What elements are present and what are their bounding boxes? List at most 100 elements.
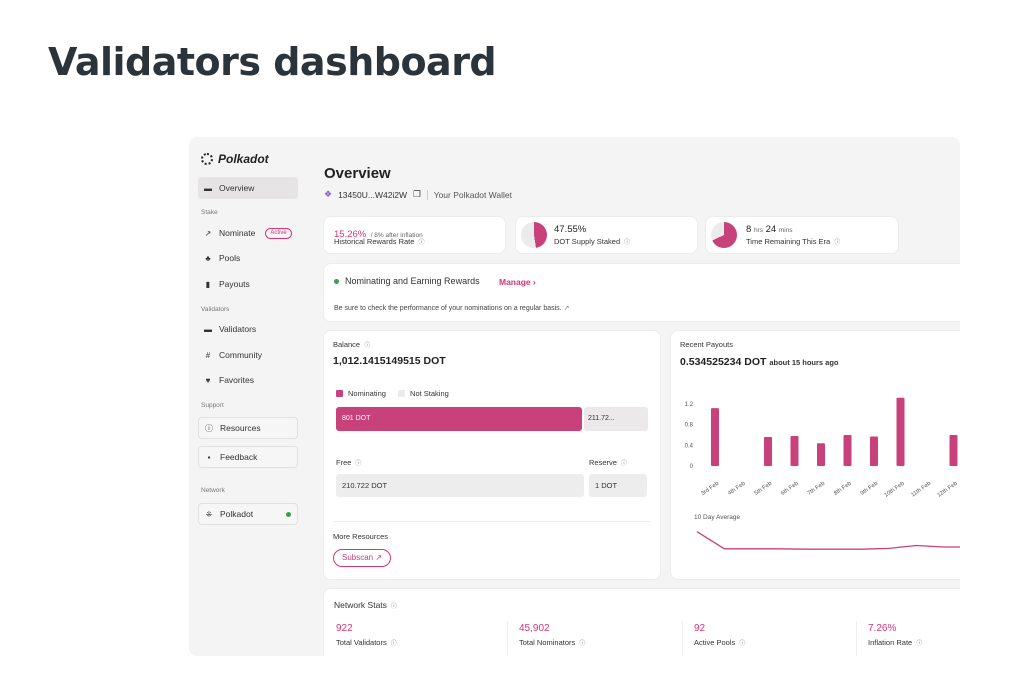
rewards-rate-sub: / 8% after inflation <box>370 232 423 239</box>
x-tick-label: 11th Feb <box>910 481 932 499</box>
payout-bar <box>817 443 825 466</box>
x-tick-label: 12th Feb <box>936 481 958 499</box>
list-icon: ▬ <box>204 324 212 334</box>
sidebar-item-payouts[interactable]: ▮ Payouts <box>198 273 298 295</box>
payout-bar <box>896 397 905 466</box>
not-staking-bar: 211.72... <box>584 407 648 431</box>
stat-label: Total Validators <box>336 638 387 647</box>
info-icon: ⓘ <box>205 423 213 433</box>
divider <box>856 621 857 656</box>
banner-note: Be sure to check the performance of your… <box>334 304 569 312</box>
ten-day-average-label: 10 Day Average <box>694 514 741 521</box>
y-tick-label: 0 <box>690 464 694 470</box>
network-selector[interactable]: ⁜ Polkadot <box>198 503 298 525</box>
people-icon: ♣ <box>205 253 211 263</box>
copy-icon[interactable]: ❐ <box>413 189 421 199</box>
chevron-right-icon: › <box>533 277 536 287</box>
payouts-bar-chart: 0 0.4 0.8 1.2 3rd Feb 4th Feb 5th Feb 6th Feb 7t… <box>685 397 959 499</box>
info-icon[interactable]: ⓘ <box>390 641 397 647</box>
info-icon[interactable]: ⓘ <box>620 461 627 467</box>
x-tick-label: 9th Feb <box>860 481 880 497</box>
stat-inflation-rate: 7.26% Inflation Rate ⓘ <box>868 623 922 647</box>
rewards-rate-card: 15.26% / 8% after inflation Historical R… <box>324 217 505 253</box>
account-address: 13450U...W42i2W <box>338 189 408 200</box>
bar-chart-icon: ▮ <box>205 279 211 289</box>
nominating-bar: 801 DOT <box>336 407 582 431</box>
info-icon[interactable]: ⓘ <box>390 604 397 610</box>
nomination-status: Nominating and Earning Rewards <box>334 276 480 286</box>
identicon-icon: ❖ <box>324 189 333 199</box>
payout-bar <box>870 436 878 466</box>
sidebar-item-label: Overview <box>219 183 255 193</box>
x-tick-label: 4th Feb <box>727 481 747 497</box>
sidebar-item-community[interactable]: # Community <box>198 344 298 366</box>
more-resources-label: More Resources <box>333 532 389 541</box>
manage-label: Manage <box>499 277 531 287</box>
stat-value: 92 <box>694 623 706 634</box>
nomination-status-banner: Nominating and Earning Rewards Manage › … <box>324 264 960 321</box>
sidebar-item-feedback[interactable]: ▪ Feedback <box>198 446 298 468</box>
balance-label: Balance <box>333 340 361 349</box>
app-logo[interactable]: Polkadot <box>201 152 269 166</box>
payout-bar <box>790 436 799 466</box>
info-icon[interactable]: ⓘ <box>364 343 371 349</box>
sidebar-item-resources[interactable]: ⓘ Resources <box>198 417 298 439</box>
external-link-icon[interactable]: ↗ <box>563 305 570 312</box>
rewards-rate-label: Historical Rewards Rate <box>334 237 415 246</box>
balance-legend: Nominating Not Staking <box>336 389 449 398</box>
sidebar-item-favorites[interactable]: ♥ Favorites <box>198 369 298 391</box>
payout-bar <box>843 434 852 466</box>
info-icon[interactable]: ⓘ <box>916 641 923 647</box>
stat-label: Inflation Rate <box>868 638 913 647</box>
sidebar: Polkadot ▬ Overview Stake ↗ Nominate Act… <box>189 137 309 656</box>
sidebar-item-nominate[interactable]: ↗ Nominate Active <box>198 222 298 244</box>
section-stake: Stake <box>201 209 218 216</box>
banner-note-text: Be sure to check the performance of your… <box>334 305 562 312</box>
info-icon[interactable]: ⓘ <box>624 240 631 246</box>
x-tick-label: 5th Feb <box>754 481 774 497</box>
nomination-status-text: Nominating and Earning Rewards <box>345 276 480 286</box>
supply-staked-card: 47.55% DOT Supply Staked ⓘ <box>516 217 697 253</box>
overview-title: Overview <box>324 165 391 182</box>
info-icon[interactable]: ⓘ <box>739 641 746 647</box>
stat-label: Active Pools <box>694 638 736 647</box>
sidebar-item-overview[interactable]: ▬ Overview <box>198 177 298 199</box>
recent-payout-row: 0.534525234 DOT about 15 hours ago <box>680 356 839 368</box>
app-screenshot: Polkadot ▬ Overview Stake ↗ Nominate Act… <box>189 137 960 656</box>
sidebar-item-label: Community <box>219 350 262 360</box>
stat-label: Total Nominators <box>519 638 576 647</box>
legend-not-staking: Not Staking <box>410 389 449 398</box>
section-support: Support <box>201 402 224 409</box>
sidebar-item-label: Nominate <box>219 228 256 238</box>
recent-payouts-label: Recent Payouts <box>680 340 733 349</box>
status-badge: Active <box>265 227 292 239</box>
sidebar-item-validators[interactable]: ▬ Validators <box>198 318 298 340</box>
info-icon[interactable]: ⓘ <box>355 461 362 467</box>
sidebar-item-label: Favorites <box>219 375 254 385</box>
heart-icon: ♥ <box>205 375 211 385</box>
info-icon[interactable]: ⓘ <box>418 240 425 246</box>
stat-active-pools: 92 Active Pools ⓘ <box>694 623 745 647</box>
stat-value: 7.26% <box>868 623 897 634</box>
supply-staked-value: 47.55% <box>554 224 587 235</box>
divider <box>426 189 428 200</box>
stat-value: 45,902 <box>519 623 550 634</box>
supply-staked-pie <box>521 222 547 248</box>
x-tick-label: 8th Feb <box>833 481 853 497</box>
account-row: ❖ 13450U...W42i2W ❐ Your Polkadot Wallet <box>324 189 512 200</box>
info-icon[interactable]: ⓘ <box>579 641 586 647</box>
main-content: Overview ❖ 13450U...W42i2W ❐ Your Polkad… <box>324 137 960 656</box>
external-link-icon: ↗ <box>375 553 383 562</box>
x-tick-label: 7th Feb <box>807 481 827 497</box>
info-icon[interactable]: ⓘ <box>834 240 841 246</box>
divider <box>507 621 508 656</box>
sidebar-item-label: Validators <box>219 324 257 334</box>
divider <box>333 521 651 522</box>
manage-link[interactable]: Manage › <box>499 277 536 287</box>
hash-icon: # <box>205 350 211 360</box>
trend-up-icon: ↗ <box>204 228 212 238</box>
stat-total-nominators: 45,902 Total Nominators ⓘ <box>519 623 585 647</box>
sidebar-item-pools[interactable]: ♣ Pools <box>198 247 298 269</box>
subscan-button[interactable]: Subscan ↗ <box>333 549 392 567</box>
section-network: Network <box>201 487 225 494</box>
